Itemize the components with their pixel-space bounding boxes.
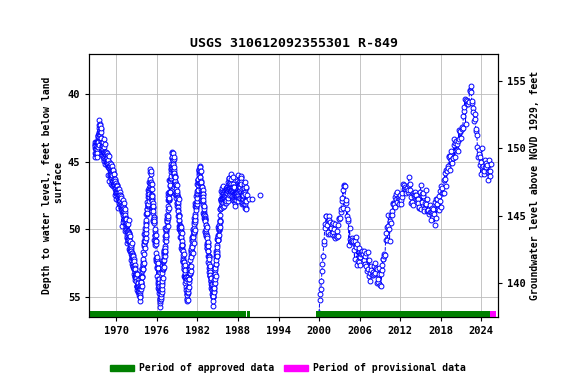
Title: USGS 310612092355301 R-849: USGS 310612092355301 R-849 <box>190 37 398 50</box>
Legend: Period of approved data, Period of provisional data: Period of approved data, Period of provi… <box>106 359 470 377</box>
Y-axis label: Depth to water level, feet below land
 surface: Depth to water level, feet below land su… <box>42 76 63 294</box>
Y-axis label: Groundwater level above NGVD 1929, feet: Groundwater level above NGVD 1929, feet <box>530 71 540 300</box>
